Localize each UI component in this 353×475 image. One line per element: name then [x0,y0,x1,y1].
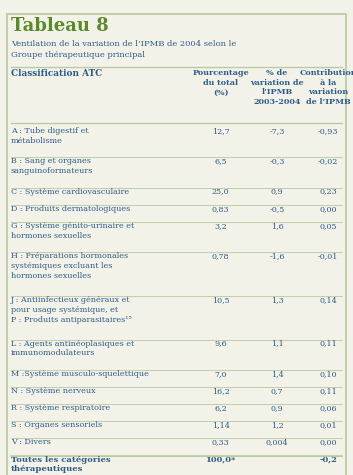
Text: 0,05: 0,05 [319,222,337,230]
Text: M :Système musculo-squelettique: M :Système musculo-squelettique [11,370,149,378]
Text: 0,14: 0,14 [319,296,337,304]
Text: V : Divers: V : Divers [11,438,50,446]
Text: -0,3: -0,3 [269,157,285,165]
Text: 16,2: 16,2 [212,387,229,395]
Text: 0,7: 0,7 [271,387,283,395]
Text: 0,9: 0,9 [271,188,283,196]
Text: S : Organes sensoriels: S : Organes sensoriels [11,421,102,429]
Text: 12,7: 12,7 [212,127,229,135]
Text: 1,4: 1,4 [271,370,283,378]
Text: 6,2: 6,2 [214,404,227,412]
Text: C : Système cardiovasculaire: C : Système cardiovasculaire [11,188,129,196]
Text: N : Système nerveux: N : Système nerveux [11,387,95,395]
Text: Contribution
à la
variation
de l’IPMB: Contribution à la variation de l’IPMB [300,69,353,106]
Text: 3,2: 3,2 [214,222,227,230]
Text: Tableau 8: Tableau 8 [11,17,108,35]
Text: 9,6: 9,6 [214,340,227,348]
Text: -0,02: -0,02 [318,157,339,165]
Text: R : Système respiratoire: R : Système respiratoire [11,404,110,412]
Text: 25,0: 25,0 [212,188,229,196]
Text: Pourcentage
du total
(%): Pourcentage du total (%) [192,69,249,96]
Text: 1,14: 1,14 [212,421,229,429]
Text: 7,0: 7,0 [214,370,227,378]
Text: 0,9: 0,9 [271,404,283,412]
Text: -0,5: -0,5 [269,205,285,213]
Text: 1,2: 1,2 [271,421,283,429]
Text: 0,00: 0,00 [319,205,337,213]
Text: -0,2: -0,2 [319,456,337,464]
Text: 0,10: 0,10 [319,370,337,378]
Text: 1,1: 1,1 [271,340,283,348]
Text: -7,3: -7,3 [269,127,285,135]
Text: 0,33: 0,33 [212,438,229,446]
Text: 1,6: 1,6 [271,222,283,230]
Text: 0,23: 0,23 [319,188,337,196]
Text: -0,93: -0,93 [318,127,339,135]
Text: J : Antiinfectieux généraux et
pour usage systémique, et
P : Produits antiparasi: J : Antiinfectieux généraux et pour usag… [11,296,131,323]
Text: 100,0*: 100,0* [205,456,236,464]
Text: Toutes les catégories
thérapeutiques: Toutes les catégories thérapeutiques [11,456,110,473]
Text: Classification ATC: Classification ATC [11,69,102,78]
Text: 0,01: 0,01 [319,421,337,429]
Text: -0,01: -0,01 [318,252,339,260]
Text: 0,00: 0,00 [319,438,337,446]
Text: H : Préparations hormonales
systémiques excluant les
hormones sexuelles: H : Préparations hormonales systémiques … [11,252,128,280]
Text: G : Système génito-urinaire et
hormones sexuelles: G : Système génito-urinaire et hormones … [11,222,134,239]
Text: L : Agents antinéoplasiques et
immunomodulateurs: L : Agents antinéoplasiques et immunomod… [11,340,134,357]
Text: 0,06: 0,06 [319,404,337,412]
Text: 0,83: 0,83 [212,205,229,213]
Text: 0,11: 0,11 [319,387,337,395]
Text: 0,78: 0,78 [212,252,229,260]
Text: 0,11: 0,11 [319,340,337,348]
Text: D : Produits dermatologiques: D : Produits dermatologiques [11,205,130,213]
Text: 10,5: 10,5 [212,296,229,304]
Text: % de
variation de
l’IPMB
2003-2004: % de variation de l’IPMB 2003-2004 [250,69,304,106]
Text: Ventilation de la variation de l’IPMB de 2004 selon le
Groupe thérapeutique prin: Ventilation de la variation de l’IPMB de… [11,40,236,59]
Text: 0,004: 0,004 [266,438,288,446]
Text: 6,5: 6,5 [214,157,227,165]
Text: B : Sang et organes
sanguinoformateurs: B : Sang et organes sanguinoformateurs [11,157,93,175]
Text: -1,6: -1,6 [269,252,285,260]
Text: 1,3: 1,3 [271,296,283,304]
Text: A : Tube digestif et
métabolisme: A : Tube digestif et métabolisme [11,127,88,144]
